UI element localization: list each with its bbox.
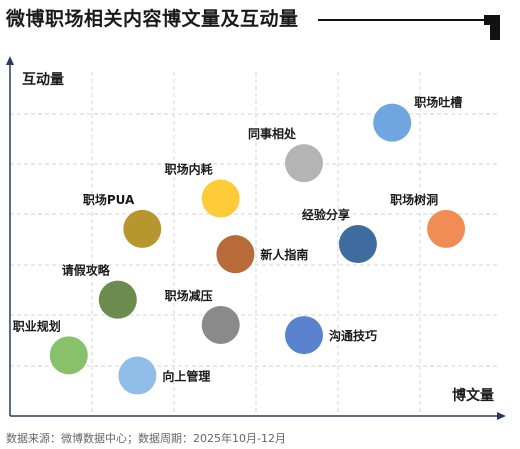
data-point <box>123 209 162 248</box>
title-corner-block <box>490 15 500 40</box>
data-point <box>49 336 88 375</box>
chart-title: 微博职场相关内容博文量及互动量 <box>6 8 299 30</box>
x-axis-arrow <box>497 412 506 420</box>
data-point <box>338 225 377 264</box>
data-point-label: 职场树洞 <box>390 192 438 207</box>
data-point <box>285 316 323 355</box>
data-point <box>98 280 137 319</box>
data-point-label: 向上管理 <box>162 369 210 384</box>
data-point-label: 职场内耗 <box>165 162 213 177</box>
data-point-label: 沟通技巧 <box>329 328 377 343</box>
y-axis-label: 互动量 <box>22 71 64 88</box>
data-point-label: 职场吐槽 <box>414 95 462 110</box>
data-point-label: 职场PUA <box>83 193 135 207</box>
data-point <box>201 305 240 344</box>
data-point <box>201 179 240 218</box>
data-point-label: 新人指南 <box>260 247 308 262</box>
data-point <box>427 209 466 248</box>
data-point-label: 职场减压 <box>165 288 213 303</box>
data-source-note: 数据来源：微博数据中心；数据周期：2025年10月-12月 <box>6 432 286 445</box>
title-rule <box>318 19 500 21</box>
data-point-label: 请假攻略 <box>62 263 111 278</box>
y-axis-arrow <box>6 56 14 65</box>
x-axis-label: 博文量 <box>452 387 494 404</box>
grid-lines <box>10 72 500 416</box>
data-point-label: 经验分享 <box>302 207 350 222</box>
data-point <box>373 103 412 142</box>
title-corner-block-top <box>484 15 496 25</box>
data-point <box>285 144 323 183</box>
data-point-label: 职业规划 <box>13 318 61 333</box>
data-point-label: 同事相处 <box>248 126 297 141</box>
data-point <box>216 235 255 274</box>
data-point <box>118 356 157 395</box>
